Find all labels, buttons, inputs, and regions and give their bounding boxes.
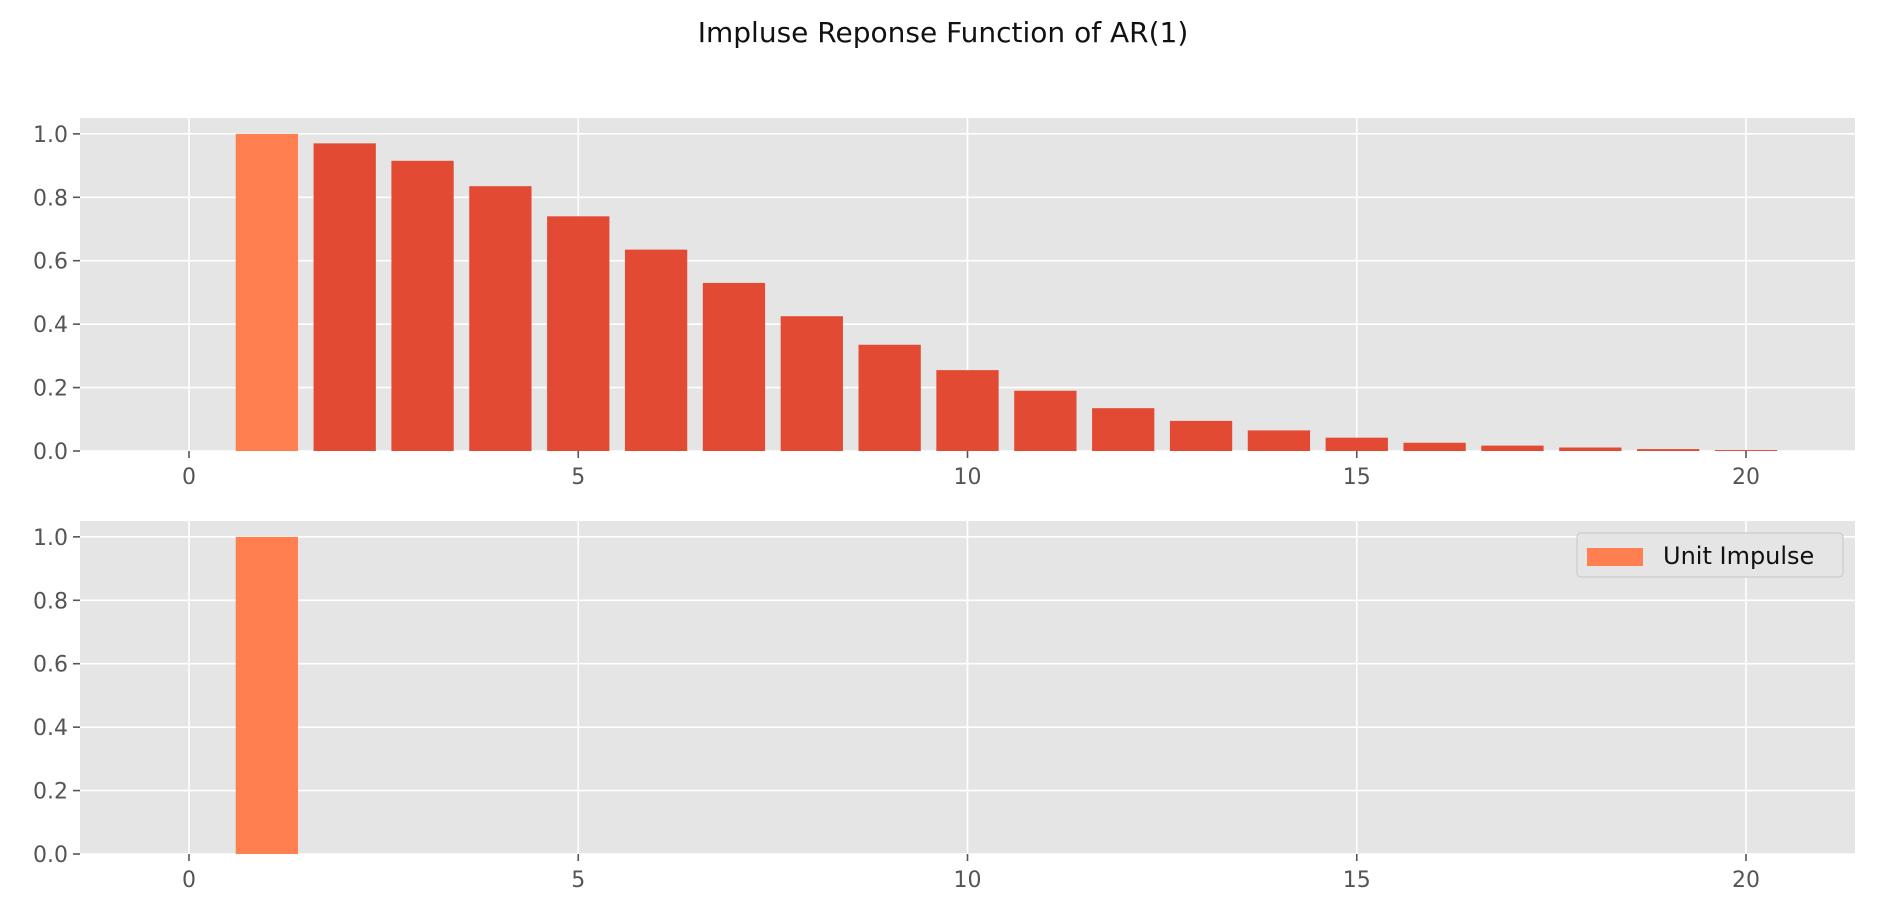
top-ytick-label: 1.0 (33, 123, 68, 148)
legend-box (1576, 532, 1844, 578)
top-response-bar (858, 344, 921, 451)
top-response-bar (1092, 408, 1155, 451)
legend: Unit Impulse (1576, 532, 1844, 578)
top-response-bar (1714, 450, 1778, 451)
top-response-bar (1481, 445, 1544, 451)
top-response-bar (1325, 437, 1388, 451)
bottom-ytick-label: 0.2 (33, 780, 68, 805)
bottom-xtick-label: 5 (571, 868, 585, 893)
top-ytick-label: 0.8 (33, 186, 68, 211)
top-xtick-label: 5 (571, 465, 585, 490)
top-response-bar (936, 370, 999, 451)
bottom-impulse-bar (235, 536, 298, 854)
top-response-bar (702, 282, 766, 451)
top-response-bar (1247, 430, 1311, 451)
bottom-ytick-label: 0.4 (33, 716, 68, 741)
top-response-bar (547, 216, 610, 451)
top-xtick-label: 15 (1343, 465, 1371, 490)
top-axes: 0.0 0.2 0.4 0.6 0.8 1.0 0 5 10 15 20 (33, 118, 1855, 490)
top-response-bar (1014, 390, 1077, 451)
bottom-ytick-label: 0.6 (33, 653, 68, 678)
chart-title: Impluse Reponse Function of AR(1) (698, 16, 1189, 49)
top-response-bar (391, 160, 454, 452)
top-xtick-label: 0 (182, 465, 196, 490)
bottom-xtick-label: 0 (182, 868, 196, 893)
top-response-bar (1403, 442, 1466, 451)
bottom-axes: 0.0 0.2 0.4 0.6 0.8 1.0 0 5 10 15 20 Unit Impulse (33, 521, 1855, 893)
top-ytick-label: 0.6 (33, 250, 68, 275)
bottom-ytick-label: 0.0 (33, 843, 68, 868)
bottom-xtick-label: 20 (1732, 868, 1760, 893)
top-response-bar (624, 249, 688, 451)
top-response-bar (1637, 449, 1700, 451)
legend-swatch (1587, 548, 1643, 566)
top-ytick-label: 0.2 (33, 377, 68, 402)
top-xtick-label: 10 (954, 465, 982, 490)
bottom-xtick-label: 15 (1343, 868, 1371, 893)
bottom-ytick-label: 1.0 (33, 526, 68, 551)
top-ytick-label: 0.0 (33, 440, 68, 465)
top-impulse-bar (235, 133, 298, 451)
top-response-bar (1169, 420, 1233, 451)
legend-label: Unit Impulse (1663, 542, 1814, 570)
top-xtick-label: 20 (1732, 465, 1760, 490)
bottom-xtick-label: 10 (954, 868, 982, 893)
top-response-bar (313, 143, 376, 451)
top-response-bar (469, 186, 532, 451)
top-response-bar (1559, 447, 1622, 451)
bottom-ytick-label: 0.8 (33, 589, 68, 614)
top-response-bar (780, 316, 843, 451)
top-ytick-label: 0.4 (33, 313, 68, 338)
